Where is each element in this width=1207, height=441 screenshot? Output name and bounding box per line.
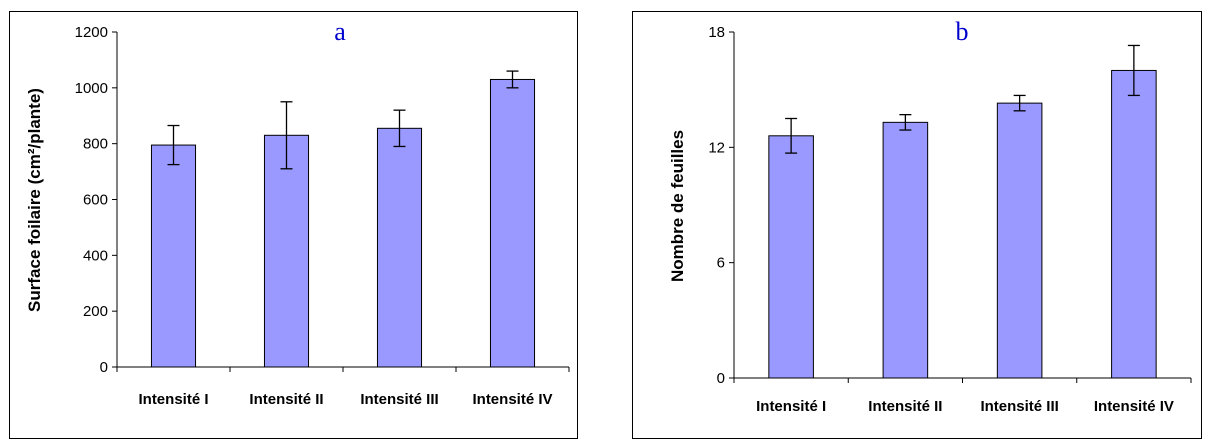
chart-a-y-tick-label: 200 — [83, 303, 108, 320]
chart-b-frame: 0 6 12 18 Intensité I Intensité II Intensité I… — [632, 11, 1202, 439]
chart-b: 0 6 12 18 Intensité I Intensité II Intensité I… — [668, 17, 1192, 415]
chart-a-frame: 0 200 400 600 800 1000 1200 Intensité I Intensit… — [9, 11, 578, 439]
chart-b-category-label: Intensité I — [756, 398, 826, 415]
chart-a-bar — [376, 127, 423, 368]
chart-a-category-label: Intensité I — [138, 391, 208, 408]
chart-a-y-axis-title: Surface foilaire (cm²/plante) — [25, 88, 44, 312]
chart-b-y-axis-title: Nombre de feuilles — [668, 130, 687, 282]
chart-b-y-tick-label: 0 — [717, 370, 725, 387]
chart-b-bar — [882, 121, 929, 379]
chart-a-y-tick-label: 800 — [83, 136, 108, 153]
chart-b-y-tick-label: 12 — [708, 139, 725, 156]
chart-a-bar — [150, 144, 197, 368]
chart-a-category-label: Intensité IV — [472, 391, 552, 408]
chart-a-bar — [489, 78, 536, 368]
chart-b-bar — [1111, 69, 1157, 379]
chart-a-y-tick-label: 600 — [83, 192, 108, 209]
chart-a-panel-letter: a — [334, 17, 346, 46]
chart-b-category-label: Intensité IV — [1094, 398, 1174, 415]
chart-b-bar — [768, 135, 814, 379]
chart-a-y-tick-label: 0 — [100, 359, 108, 376]
chart-a-bar — [263, 134, 310, 368]
chart-a-y-tick-label: 400 — [83, 247, 108, 264]
chart-b-category-label: Intensité II — [868, 398, 942, 415]
chart-a: 0 200 400 600 800 1000 1200 Intensité I Intensit… — [25, 17, 570, 408]
chart-b-category-label: Intensité III — [980, 398, 1058, 415]
chart-a-y-tick-label: 1000 — [75, 80, 108, 97]
chart-b-y-tick-label: 6 — [717, 255, 725, 272]
chart-a-y-tick-label: 1200 — [75, 24, 108, 41]
chart-b-panel-letter: b — [956, 17, 969, 46]
chart-b-y-tick-label: 18 — [708, 24, 725, 41]
chart-a-category-label: Intensité II — [249, 391, 323, 408]
chart-a-category-label: Intensité III — [360, 391, 438, 408]
chart-b-bar — [996, 102, 1043, 379]
